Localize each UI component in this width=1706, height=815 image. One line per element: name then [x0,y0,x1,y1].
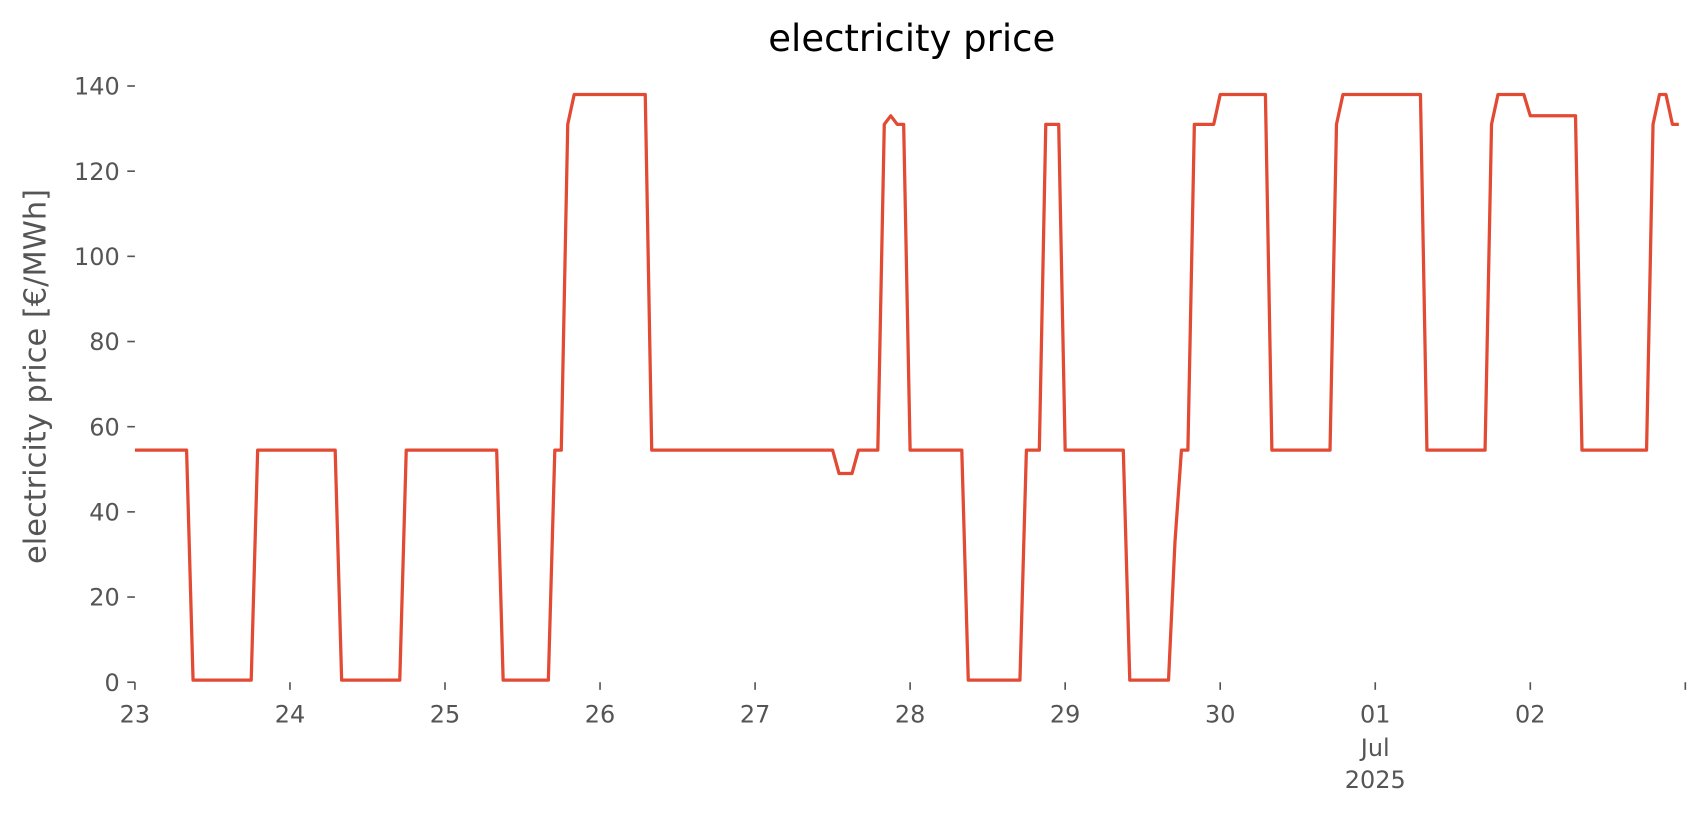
y-tick-label: 20 [89,584,119,612]
x-tick-label: 27 [740,700,770,728]
x-tick-label: 26 [585,700,615,728]
x-tick-label: 24 [275,700,305,728]
x-tick-label: 01 [1360,700,1390,728]
y-tick-label: 140 [74,73,120,101]
x-tick-sublabel: 2025 [1345,766,1406,794]
x-tick-label: 25 [430,700,460,728]
x-tick-label: 29 [1050,700,1080,728]
y-tick-label: 60 [89,413,119,441]
x-tick-sublabel: Jul [1359,734,1390,762]
x-tick-label: 23 [120,700,150,728]
x-tick-label: 30 [1205,700,1235,728]
y-axis-label: electricity price [€/MWh] [19,189,54,564]
y-tick-label: 120 [74,158,120,186]
y-tick-label: 100 [74,243,120,271]
chart-title: electricity price [768,17,1055,60]
x-tick-label: 28 [895,700,925,728]
price-line [134,92,1679,682]
y-tick-label: 0 [104,669,119,697]
y-tick-label: 40 [89,499,119,527]
y-tick-label: 80 [89,328,119,356]
x-tick-label: 02 [1515,700,1545,728]
